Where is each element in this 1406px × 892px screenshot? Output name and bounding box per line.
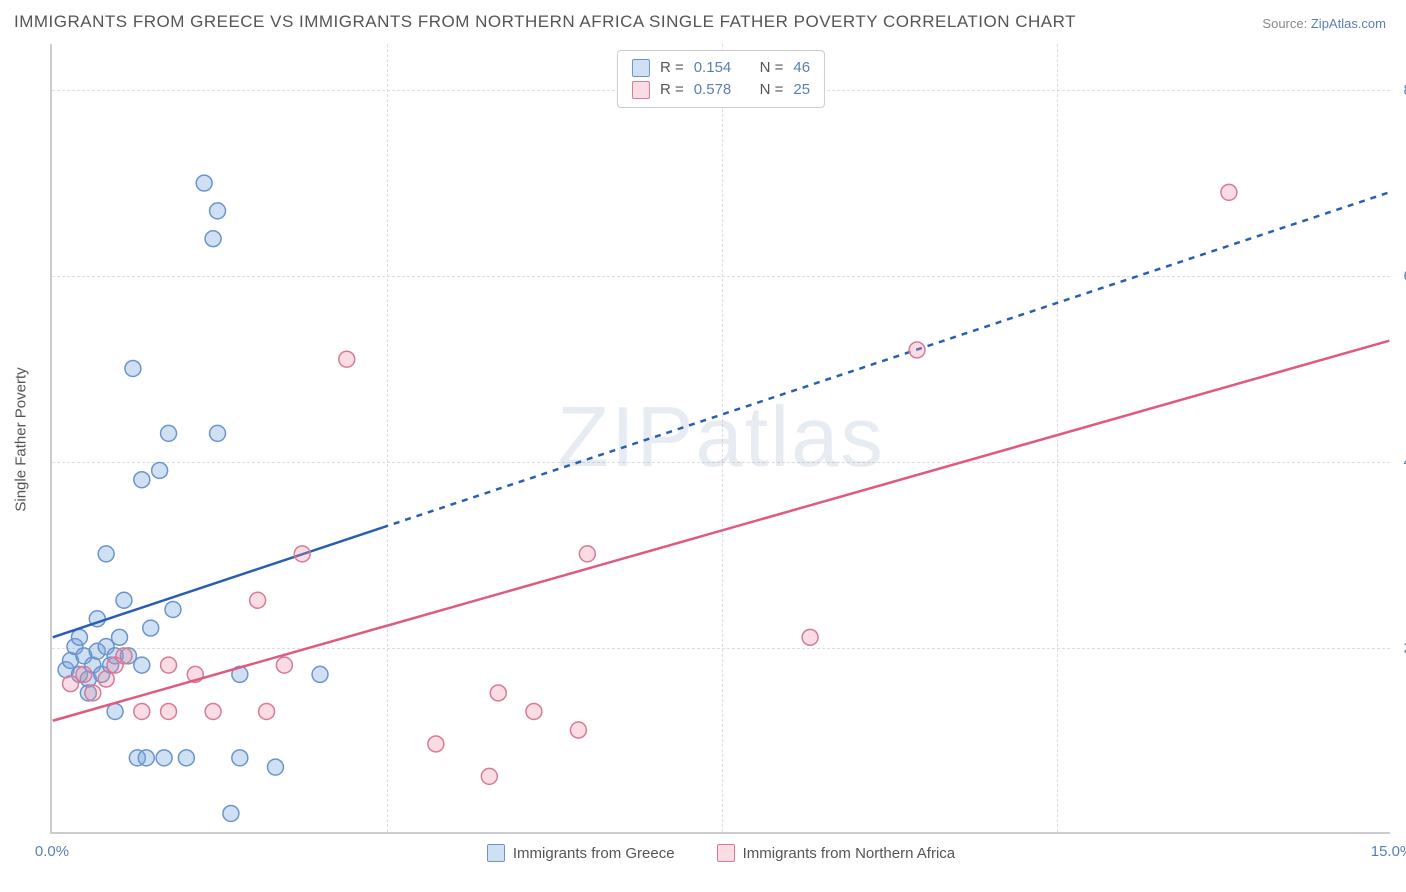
n-label: N = xyxy=(760,79,784,101)
y-axis-label-container: Single Father Poverty xyxy=(6,44,36,834)
data-point xyxy=(294,546,310,562)
data-point xyxy=(98,546,114,562)
data-point xyxy=(116,648,132,664)
data-point xyxy=(143,620,159,636)
data-point xyxy=(210,203,226,219)
legend-swatch-icon xyxy=(487,844,505,862)
data-point xyxy=(205,231,221,247)
data-point xyxy=(125,360,141,376)
chart-plot-area: ZIPatlas R = 0.154 N = 46 R = 0.578 N = … xyxy=(50,44,1390,834)
data-point xyxy=(98,671,114,687)
data-point xyxy=(196,175,212,191)
data-point xyxy=(71,629,87,645)
legend-label: Immigrants from Northern Africa xyxy=(743,845,956,862)
data-point xyxy=(161,704,177,720)
data-point xyxy=(490,685,506,701)
legend-row: R = 0.578 N = 25 xyxy=(632,79,810,101)
data-point xyxy=(267,759,283,775)
trend-line-solid xyxy=(53,341,1390,721)
data-point xyxy=(165,602,181,618)
data-point xyxy=(223,805,239,821)
data-point xyxy=(134,472,150,488)
r-value: 0.154 xyxy=(694,57,732,79)
legend-swatch-icon xyxy=(632,59,650,77)
legend-swatch-icon xyxy=(717,844,735,862)
r-value: 0.578 xyxy=(694,79,732,101)
data-point xyxy=(156,750,172,766)
trend-line-dashed xyxy=(382,192,1389,527)
data-point xyxy=(428,736,444,752)
legend-swatch-icon xyxy=(632,81,650,99)
data-point xyxy=(138,750,154,766)
n-label: N = xyxy=(760,57,784,79)
trend-line-solid xyxy=(53,528,383,638)
data-point xyxy=(526,704,542,720)
chart-title: IMMIGRANTS FROM GREECE VS IMMIGRANTS FRO… xyxy=(14,12,1076,32)
data-point xyxy=(134,657,150,673)
data-point xyxy=(210,425,226,441)
data-point xyxy=(152,462,168,478)
data-point xyxy=(909,342,925,358)
data-point xyxy=(178,750,194,766)
data-point xyxy=(232,750,248,766)
data-point xyxy=(161,657,177,673)
legend-label: Immigrants from Greece xyxy=(513,845,675,862)
data-point xyxy=(481,768,497,784)
data-point xyxy=(161,425,177,441)
data-point xyxy=(85,685,101,701)
y-axis-label: Single Father Poverty xyxy=(13,367,30,511)
data-point xyxy=(276,657,292,673)
legend-item: Immigrants from Greece xyxy=(481,844,681,862)
series-legend: Immigrants from Greece Immigrants from N… xyxy=(52,844,1390,862)
data-point xyxy=(205,704,221,720)
source-attribution: Source: ZipAtlas.com xyxy=(1262,16,1386,31)
source-label: Source: xyxy=(1262,16,1307,31)
data-point xyxy=(259,704,275,720)
legend-row: R = 0.154 N = 46 xyxy=(632,57,810,79)
n-value: 46 xyxy=(793,57,810,79)
data-point xyxy=(1221,184,1237,200)
data-point xyxy=(134,704,150,720)
legend-item: Immigrants from Northern Africa xyxy=(711,844,962,862)
data-point xyxy=(802,629,818,645)
data-point xyxy=(579,546,595,562)
correlation-legend: R = 0.154 N = 46 R = 0.578 N = 25 xyxy=(617,50,825,108)
data-point xyxy=(250,592,266,608)
source-value: ZipAtlas.com xyxy=(1311,16,1386,31)
scatter-plot-svg xyxy=(52,44,1390,832)
data-point xyxy=(116,592,132,608)
data-point xyxy=(312,666,328,682)
r-label: R = xyxy=(660,57,684,79)
data-point xyxy=(112,629,128,645)
data-point xyxy=(570,722,586,738)
data-point xyxy=(76,666,92,682)
data-point xyxy=(339,351,355,367)
r-label: R = xyxy=(660,79,684,101)
n-value: 25 xyxy=(793,79,810,101)
